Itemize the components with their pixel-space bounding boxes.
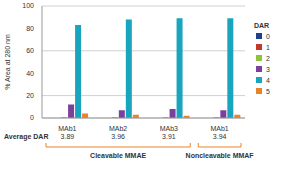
svg-text:3.96: 3.96 <box>111 133 125 140</box>
svg-text:MAb1: MAb1 <box>210 125 228 132</box>
svg-text:0: 0 <box>266 33 270 40</box>
svg-text:1: 1 <box>266 44 270 51</box>
svg-text:100: 100 <box>22 2 34 9</box>
svg-text:40: 40 <box>26 70 34 77</box>
svg-text:60: 60 <box>26 47 34 54</box>
svg-text:MAb3: MAb3 <box>160 125 178 132</box>
svg-text:Noncleavable MMAF: Noncleavable MMAF <box>186 152 255 159</box>
svg-text:4: 4 <box>266 77 270 84</box>
svg-text:3.91: 3.91 <box>162 133 176 140</box>
svg-text:Cleavable MMAE: Cleavable MMAE <box>90 152 146 159</box>
svg-text:20: 20 <box>26 92 34 99</box>
svg-text:2: 2 <box>266 55 270 62</box>
svg-text:80: 80 <box>26 25 34 32</box>
svg-text:% Area at 280 nm: % Area at 280 nm <box>8 34 11 90</box>
svg-text:MAb2: MAb2 <box>109 125 127 132</box>
svg-text:DAR: DAR <box>254 22 269 29</box>
svg-text:Average DAR: Average DAR <box>8 133 48 141</box>
svg-text:3.89: 3.89 <box>61 133 75 140</box>
svg-text:5: 5 <box>266 88 270 95</box>
svg-text:3: 3 <box>266 66 270 73</box>
svg-text:0: 0 <box>30 114 34 121</box>
svg-text:3.94: 3.94 <box>213 133 227 140</box>
svg-text:MAb1: MAb1 <box>58 125 76 132</box>
